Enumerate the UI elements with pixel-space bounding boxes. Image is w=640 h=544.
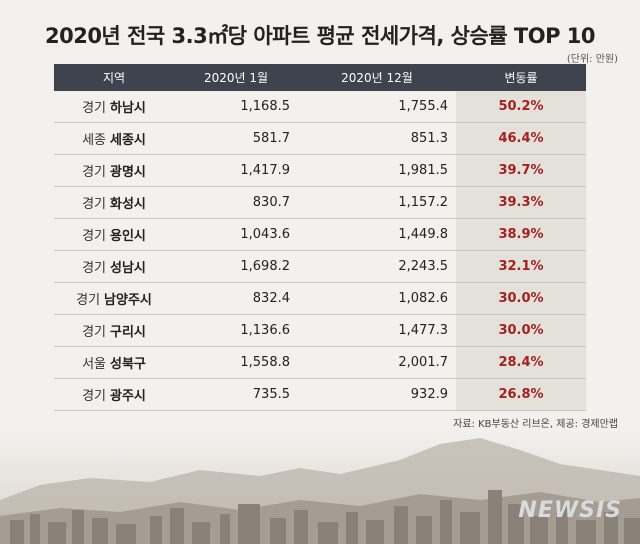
region-cell: 경기 남양주시 <box>54 289 174 308</box>
city: 용인시 <box>110 229 146 244</box>
city-skyline-image <box>0 430 640 544</box>
change-rate: 39.3% <box>456 187 586 218</box>
jan-price: 1,168.5 <box>240 99 290 114</box>
table-row: 경기 구리시 1,136.6 1,477.3 30.0% <box>54 315 586 347</box>
jan-price: 832.4 <box>252 291 290 306</box>
change-rate: 46.4% <box>456 123 586 154</box>
jan-price: 830.7 <box>252 195 290 210</box>
table-row: 경기 광명시 1,417.9 1,981.5 39.7% <box>54 155 586 187</box>
table-row: 경기 남양주시 832.4 1,082.6 30.0% <box>54 283 586 315</box>
jan-price: 1,417.9 <box>240 163 290 178</box>
dec-price: 1,082.6 <box>398 291 448 306</box>
city: 광명시 <box>110 165 146 180</box>
province: 경기 <box>82 389 107 404</box>
jan-price: 1,558.8 <box>240 355 290 370</box>
dec-price: 932.9 <box>410 387 448 402</box>
dec-price: 1,981.5 <box>398 163 448 178</box>
province: 경기 <box>82 261 107 276</box>
region-cell: 경기 하남시 <box>54 97 174 116</box>
jan-price: 735.5 <box>252 387 290 402</box>
change-rate: 50.2% <box>456 91 586 122</box>
change-rate: 38.9% <box>456 219 586 250</box>
province: 경기 <box>82 197 107 212</box>
data-table: 지역 2020년 1월 2020년 12월 변동률 경기 하남시 1,168.5 1,… <box>54 64 586 411</box>
region-cell: 서울 성북구 <box>54 353 174 372</box>
change-rate: 32.1% <box>456 251 586 282</box>
table-row: 경기 광주시 735.5 932.9 26.8% <box>54 379 586 411</box>
header-dec: 2020년 12월 <box>341 71 413 85</box>
region-cell: 경기 성남시 <box>54 257 174 276</box>
table-body: 경기 하남시 1,168.5 1,755.4 50.2% 세종 세종시 581.7 851.3 4… <box>54 91 586 411</box>
dec-price: 1,449.8 <box>398 227 448 242</box>
change-rate: 26.8% <box>456 379 586 410</box>
city: 구리시 <box>110 325 146 340</box>
change-rate: 39.7% <box>456 155 586 186</box>
dec-price: 1,157.2 <box>398 195 448 210</box>
table-row: 경기 화성시 830.7 1,157.2 39.3% <box>54 187 586 219</box>
newsis-logo: NEWSIS <box>518 498 622 523</box>
table-row: 세종 세종시 581.7 851.3 46.4% <box>54 123 586 155</box>
city: 성남시 <box>110 261 146 276</box>
dec-price: 851.3 <box>410 131 448 146</box>
unit-label: (단위: 만원) <box>566 54 618 65</box>
region-cell: 경기 구리시 <box>54 321 174 340</box>
region-cell: 경기 용인시 <box>54 225 174 244</box>
header-change: 변동률 <box>504 71 538 85</box>
table-row: 서울 성북구 1,558.8 2,001.7 28.4% <box>54 347 586 379</box>
region-cell: 경기 광명시 <box>54 161 174 180</box>
province: 경기 <box>82 229 107 244</box>
province: 경기 <box>82 165 107 180</box>
dec-price: 1,755.4 <box>398 99 448 114</box>
region-cell: 경기 광주시 <box>54 385 174 404</box>
province: 서울 <box>82 357 107 372</box>
table-row: 경기 하남시 1,168.5 1,755.4 50.2% <box>54 91 586 123</box>
jan-price: 1,698.2 <box>240 259 290 274</box>
region-cell: 세종 세종시 <box>54 129 174 148</box>
header-jan: 2020년 1월 <box>203 71 269 85</box>
province: 경기 <box>82 325 107 340</box>
city: 광주시 <box>110 389 146 404</box>
city: 남양주시 <box>104 293 152 308</box>
jan-price: 1,043.6 <box>240 227 290 242</box>
table-row: 경기 용인시 1,043.6 1,449.8 38.9% <box>54 219 586 251</box>
header-region: 지역 <box>102 71 126 85</box>
change-rate: 30.0% <box>456 315 586 346</box>
change-rate: 28.4% <box>456 347 586 378</box>
city: 성북구 <box>110 357 146 372</box>
jan-price: 581.7 <box>252 131 290 146</box>
dec-price: 2,001.7 <box>398 355 448 370</box>
change-rate: 30.0% <box>456 283 586 314</box>
table-row: 경기 성남시 1,698.2 2,243.5 32.1% <box>54 251 586 283</box>
dec-price: 2,243.5 <box>398 259 448 274</box>
dec-price: 1,477.3 <box>398 323 448 338</box>
city: 화성시 <box>110 197 146 212</box>
province: 경기 <box>82 101 107 116</box>
table-header: 지역 2020년 1월 2020년 12월 변동률 <box>54 64 586 91</box>
source-note: 자료: KB부동산 리브온, 제공: 경제만랩 <box>453 419 618 430</box>
region-cell: 경기 화성시 <box>54 193 174 212</box>
city: 하남시 <box>110 101 146 116</box>
jan-price: 1,136.6 <box>240 323 290 338</box>
page-title: 2020년 전국 3.3㎡당 아파트 평균 전세가격, 상승률 TOP 10 <box>44 24 596 48</box>
province: 경기 <box>76 293 101 308</box>
province: 세종 <box>82 133 107 148</box>
city: 세종시 <box>110 133 146 148</box>
